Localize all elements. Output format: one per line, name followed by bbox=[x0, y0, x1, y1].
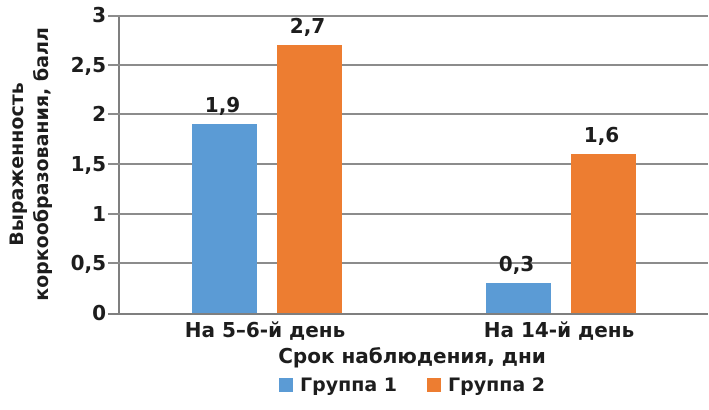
legend: Группа 1 Группа 2 bbox=[118, 374, 706, 396]
bar-группа-2-0 bbox=[277, 44, 342, 313]
bar-группа-2-1 bbox=[571, 154, 636, 313]
x-tick-label: На 14-й день bbox=[483, 318, 635, 342]
legend-item-группа-2: Группа 2 bbox=[427, 374, 545, 396]
gridline bbox=[108, 262, 708, 265]
y-axis-tick-zero bbox=[108, 313, 120, 315]
gridline bbox=[108, 15, 708, 17]
gridline bbox=[108, 63, 708, 66]
legend-label: Группа 2 bbox=[448, 374, 546, 396]
legend-swatch-icon bbox=[427, 378, 441, 392]
y-tick-label: 2 bbox=[92, 102, 106, 127]
legend-swatch-icon bbox=[278, 378, 293, 392]
x-axis-title: Срок наблюдения, дни bbox=[278, 344, 546, 368]
bar-value-label: 1,6 bbox=[583, 123, 620, 148]
bar-value-label: 0,3 bbox=[498, 252, 535, 277]
bar-группа-1-1 bbox=[486, 283, 551, 313]
gridline bbox=[108, 113, 708, 116]
y-tick-label: 1,5 bbox=[70, 152, 106, 176]
bar-value-label: 1,9 bbox=[204, 93, 241, 118]
bar-value-label: 2,7 bbox=[289, 13, 326, 38]
bar-группа-1-0 bbox=[192, 124, 257, 313]
gridline bbox=[108, 163, 708, 165]
gridline bbox=[108, 212, 708, 215]
legend-item-группа-1: Группа 1 bbox=[278, 374, 397, 396]
y-tick-label: 2,5 bbox=[70, 52, 106, 77]
y-tick-label: 0 bbox=[92, 301, 106, 325]
y-tick-label: 1 bbox=[92, 201, 106, 226]
x-tick-label: На 5–6-й день bbox=[184, 318, 346, 342]
legend-label: Группа 1 bbox=[299, 374, 397, 396]
y-tick-label: 3 bbox=[92, 3, 106, 27]
y-tick-label: 0,5 bbox=[70, 251, 106, 276]
plot-area bbox=[108, 15, 708, 315]
